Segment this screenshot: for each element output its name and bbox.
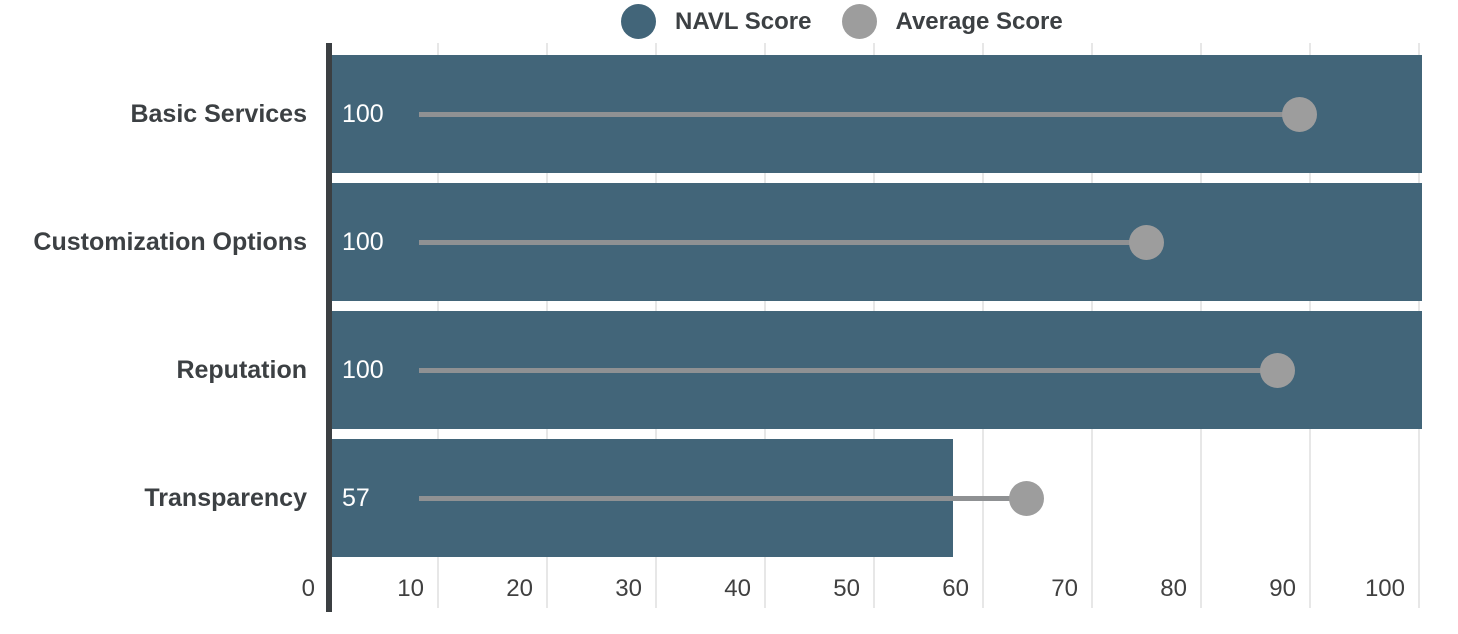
avg-marker-dot-basic-services[interactable] xyxy=(1281,96,1317,132)
legend-label-navl-score: NAVL Score xyxy=(675,7,812,35)
category-label-customization-options: Customization Options xyxy=(33,228,307,256)
x-tick-label-40: 40 xyxy=(724,575,751,602)
category-label-reputation: Reputation xyxy=(176,356,307,384)
x-tick-label-60: 60 xyxy=(942,575,969,602)
average-score-swatch-icon xyxy=(841,4,877,39)
legend-item-navl-score[interactable]: NAVL Score xyxy=(621,4,812,39)
x-tick-label-70: 70 xyxy=(1051,575,1078,602)
category-label-transparency: Transparency xyxy=(144,484,307,512)
x-tick-label-80: 80 xyxy=(1160,575,1187,602)
x-tick-label-30: 30 xyxy=(615,575,642,602)
bar-value-label: 57 xyxy=(342,484,370,512)
avg-marker-dot-customization-options[interactable] xyxy=(1129,224,1164,260)
avg-marker-stem xyxy=(419,111,1300,117)
x-tick-label-20: 20 xyxy=(506,575,533,602)
x-tick-label-10: 10 xyxy=(397,575,424,602)
avg-marker-stem xyxy=(419,495,1027,501)
y-axis-baseline xyxy=(326,43,332,612)
x-tick-label-90: 90 xyxy=(1269,575,1296,602)
legend-label-average-score: Average Score xyxy=(895,7,1063,35)
bar-value-label: 100 xyxy=(342,228,384,256)
avg-marker-dot-reputation[interactable] xyxy=(1259,352,1295,388)
avg-marker-stem xyxy=(419,239,1147,245)
bar-value-label: 100 xyxy=(342,100,384,128)
navl-score-swatch-icon xyxy=(621,4,656,39)
avg-marker-stem xyxy=(419,367,1278,373)
avg-marker-dot-transparency[interactable] xyxy=(1009,480,1045,516)
bar-value-label: 100 xyxy=(342,356,384,384)
x-tick-label-50: 50 xyxy=(833,575,860,602)
category-label-basic-services: Basic Services xyxy=(130,100,307,128)
x-tick-label-100: 100 xyxy=(1364,575,1405,602)
x-tick-label-0: 0 xyxy=(301,575,315,602)
chart-legend: NAVL Score Average Score xyxy=(621,4,1063,39)
legend-item-average-score[interactable]: Average Score xyxy=(841,4,1063,39)
